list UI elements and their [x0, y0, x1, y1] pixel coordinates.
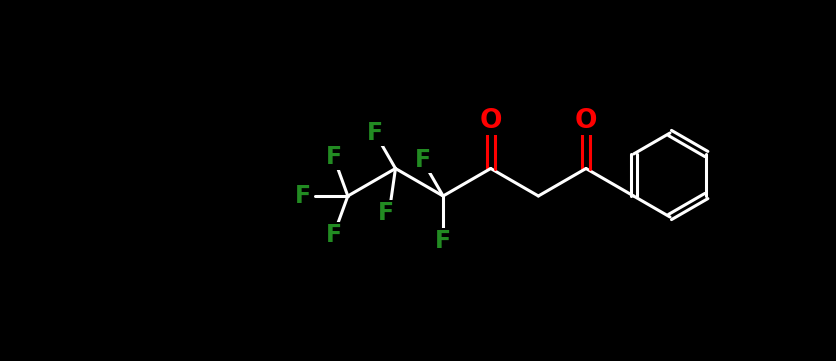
Text: F: F: [326, 223, 342, 247]
Text: F: F: [326, 145, 342, 169]
Text: F: F: [415, 148, 431, 172]
Text: F: F: [295, 184, 311, 208]
Text: O: O: [480, 108, 502, 134]
Text: F: F: [377, 201, 394, 226]
Text: F: F: [367, 121, 383, 145]
Text: O: O: [574, 108, 597, 134]
Text: F: F: [435, 229, 451, 253]
